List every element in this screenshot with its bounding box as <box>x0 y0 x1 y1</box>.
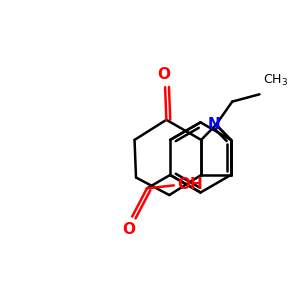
Text: OH: OH <box>177 177 203 192</box>
Text: O: O <box>157 67 170 82</box>
Text: N: N <box>207 117 220 132</box>
Text: O: O <box>123 222 136 237</box>
Text: CH$_3$: CH$_3$ <box>263 73 288 88</box>
